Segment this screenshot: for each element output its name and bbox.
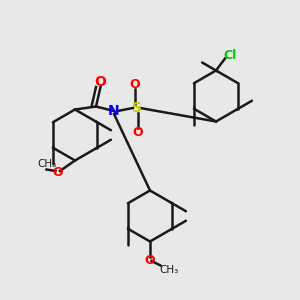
Text: O: O [52,166,63,179]
Text: CH₃: CH₃ [160,265,179,275]
Text: O: O [145,254,155,267]
Text: S: S [131,101,142,115]
Text: CH₃: CH₃ [37,159,56,169]
Text: N: N [108,104,120,118]
Text: O: O [133,125,143,139]
Text: O: O [94,76,106,89]
Text: O: O [130,77,140,91]
Text: Cl: Cl [223,49,236,62]
